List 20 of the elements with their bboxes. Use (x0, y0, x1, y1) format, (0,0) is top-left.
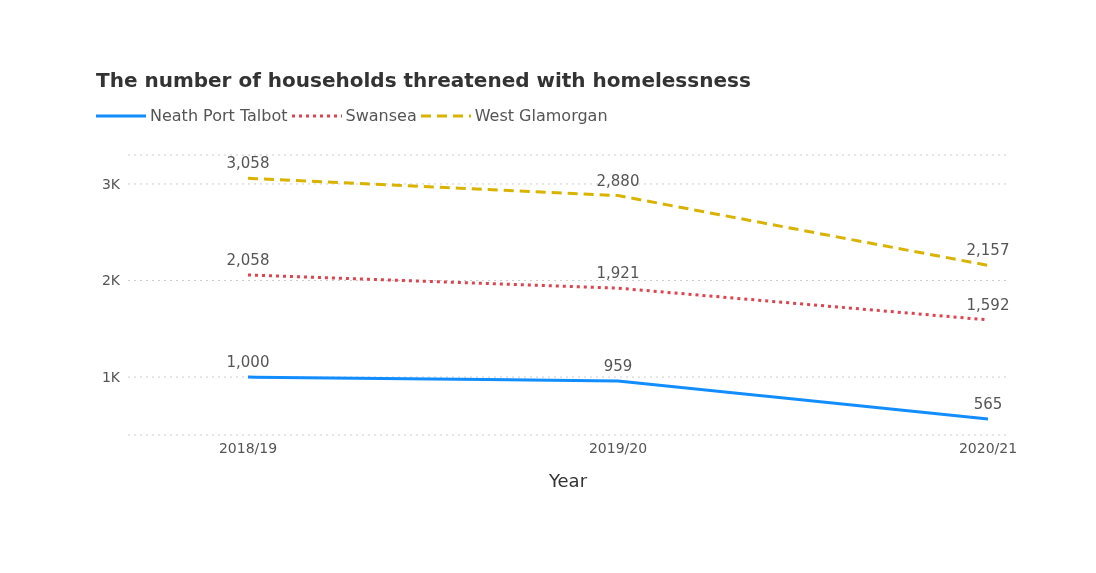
y-tick-label: 2K (101, 272, 121, 289)
legend-label: Neath Port Talbot (149, 106, 288, 125)
x-tick-label: 2018/19 (218, 439, 278, 456)
data-label: 959 (603, 357, 633, 376)
data-label: 1,921 (596, 264, 640, 283)
legend-label: Swansea (344, 106, 417, 125)
chart-title: The number of households threatened with homelessness (95, 67, 752, 92)
y-tick-label: 3K (101, 175, 121, 192)
x-axis-title: Year (547, 470, 588, 491)
data-label: 3,058 (226, 154, 270, 173)
legend-label: West Glamorgan (473, 106, 608, 125)
y-tick-label: 1K (101, 369, 121, 386)
data-label: 2,157 (966, 241, 1010, 260)
data-label: 1,000 (226, 353, 270, 372)
data-label: 1,592 (966, 295, 1010, 314)
x-tick-label: 2019/20 (588, 439, 648, 456)
data-label: 565 (973, 395, 1003, 414)
x-tick-label: 2020/21 (958, 439, 1018, 456)
data-label: 2,058 (226, 250, 270, 269)
data-label: 2,880 (596, 171, 640, 190)
